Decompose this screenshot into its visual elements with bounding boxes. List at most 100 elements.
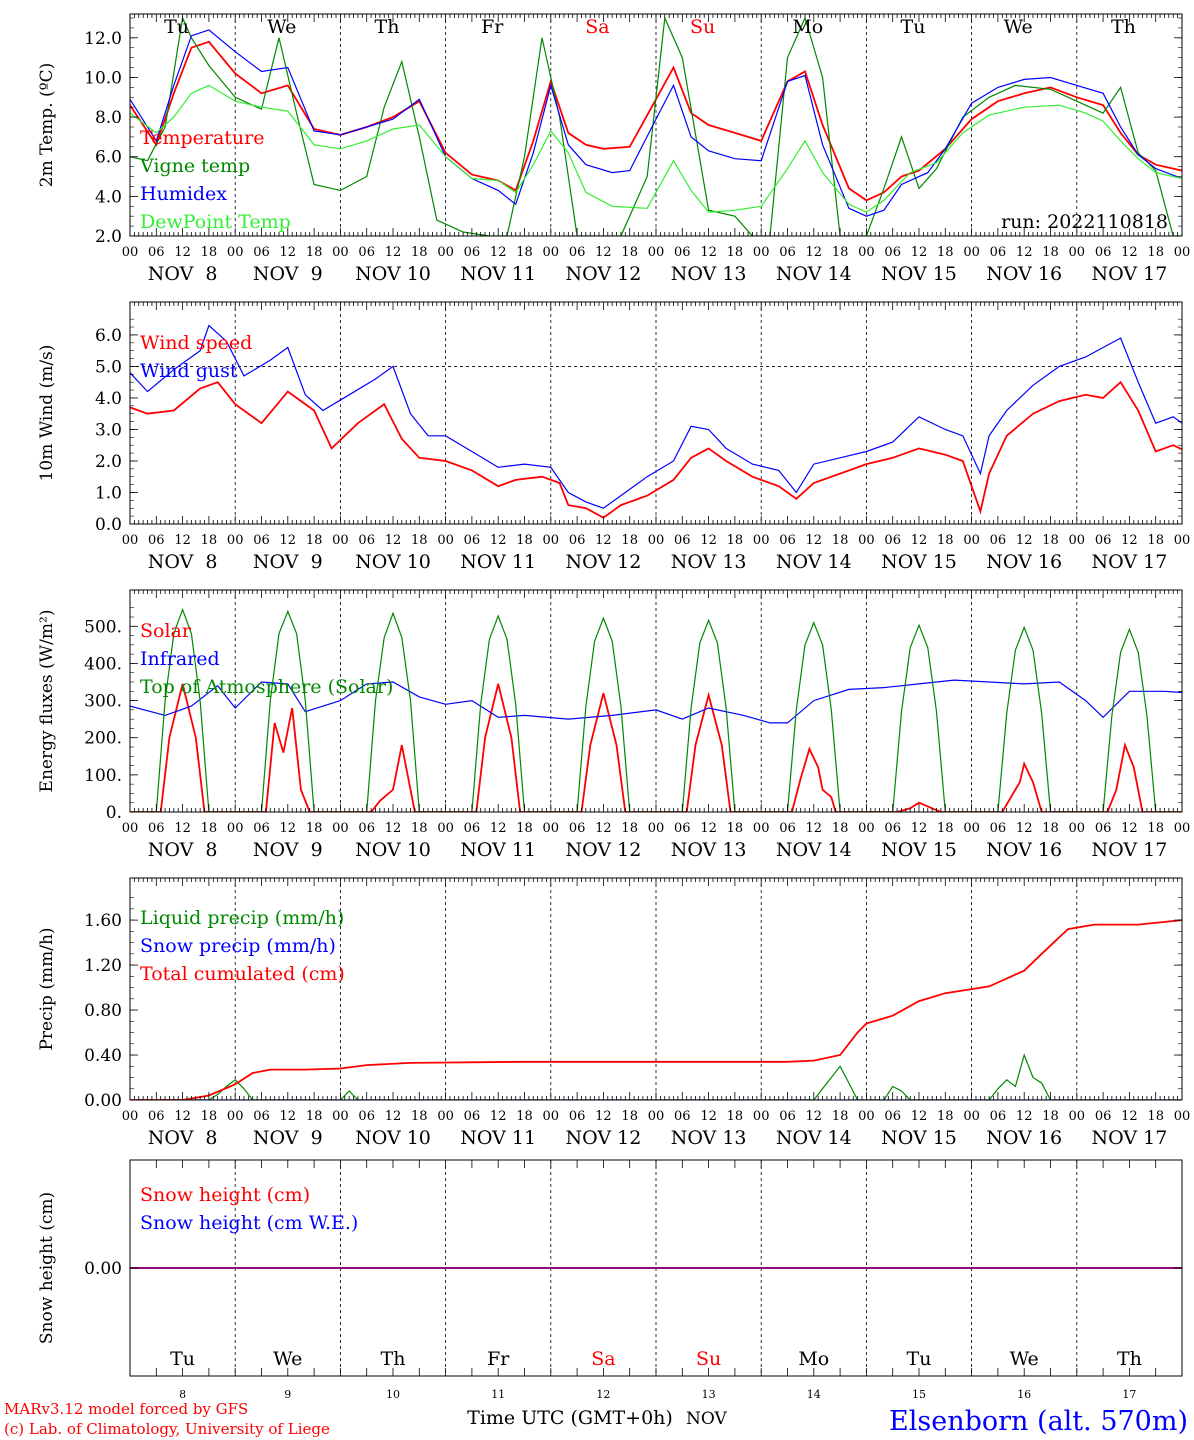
x-hour-label: 00 (437, 1109, 454, 1124)
weekday-label: Fr (487, 1348, 510, 1370)
weekday-label: Mo (792, 16, 823, 38)
x-hour-label: 06 (358, 533, 375, 548)
y-tick-label: 5.0 (95, 357, 122, 377)
x-hour-label: 00 (122, 821, 139, 836)
y-axis-label: Precip (mm/h) (37, 927, 57, 1050)
weekday-label: We (273, 1348, 302, 1370)
series-line-wind-gust (130, 324, 1182, 509)
x-day-label: NOV 15 (881, 263, 957, 285)
y-tick-label: 100. (84, 766, 122, 786)
x-hour-label: 18 (516, 821, 533, 836)
x-hour-label: 00 (1069, 1109, 1086, 1124)
y-tick-label: 200. (84, 729, 122, 749)
x-day-label: NOV 10 (355, 263, 431, 285)
x-hour-label: 06 (148, 533, 165, 548)
lab-credit: (c) Lab. of Climatology, University of L… (4, 1420, 330, 1438)
x-hour-label: 00 (753, 245, 770, 260)
x-hour-label: 18 (411, 1109, 428, 1124)
x-hour-label: 00 (963, 1109, 980, 1124)
legend-entry: Snow height (cm W.E.) (140, 1212, 358, 1234)
x-hour-label: 18 (306, 821, 323, 836)
x-hour-label: 06 (569, 821, 586, 836)
weekday-label: Fr (481, 16, 504, 38)
x-hour-label: 12 (174, 1109, 191, 1124)
x-hour-label: 06 (464, 1109, 481, 1124)
x-hour-label: 06 (1095, 821, 1112, 836)
x-hour-label: 06 (464, 533, 481, 548)
x-hour-label: 18 (516, 1109, 533, 1124)
x-day-label: NOV 15 (881, 551, 957, 573)
x-day-label: NOV 14 (776, 1127, 852, 1149)
x-day-label: NOV 12 (565, 263, 641, 285)
legend-entry: Wind speed (140, 332, 252, 354)
x-day-label: NOV 13 (671, 839, 747, 861)
weekday-label: Su (690, 16, 715, 38)
x-hour-label: 18 (621, 1109, 638, 1124)
x-hour-label: 06 (148, 821, 165, 836)
y-tick-label: 2.0 (95, 227, 122, 247)
x-hour-label: 00 (543, 533, 560, 548)
x-hour-label: 06 (779, 245, 796, 260)
text-layer: 2.0 4.0 6.0 8.0 10.0 12.0 2m Temp. (ºC) Tempera… (4, 16, 1190, 1438)
series-line-dewpoint-temp (130, 84, 1182, 213)
x-hour-label: 18 (306, 245, 323, 260)
x-day-label: NOV 11 (460, 551, 536, 573)
y-tick-label: 6.0 (95, 326, 122, 346)
legend-entry: Total cumulated (cm) (140, 963, 345, 985)
x-hour-label: 18 (727, 821, 744, 836)
x-hour-label: 12 (490, 245, 507, 260)
x-hour-label: 18 (1042, 533, 1059, 548)
x-hour-label: 00 (963, 821, 980, 836)
x-day-label: NOV 17 (1091, 551, 1167, 573)
legend-entry: Humidex (140, 183, 227, 205)
x-hour-label: 12 (911, 821, 928, 836)
x-hour-label: 00 (122, 533, 139, 548)
x-hour-label: 06 (148, 245, 165, 260)
x-hour-label: 06 (358, 1109, 375, 1124)
x-hour-label: 12 (1016, 533, 1033, 548)
x-hour-label: 00 (332, 533, 349, 548)
panel-3 (129, 589, 1183, 813)
x-hour-label: 18 (1042, 245, 1059, 260)
x-hour-label: 06 (884, 533, 901, 548)
x-hour-label: 18 (937, 1109, 954, 1124)
weekday-label: Mo (798, 1348, 829, 1370)
x-hour-label: 18 (411, 533, 428, 548)
x-hour-label: 00 (858, 1109, 875, 1124)
legend-entry: Snow height (cm) (140, 1184, 310, 1206)
x-hour-label: 12 (385, 1109, 402, 1124)
x-day-label: NOV 13 (671, 1127, 747, 1149)
x-day-label: NOV 10 (355, 1127, 431, 1149)
y-tick-label: 400. (84, 654, 122, 674)
series-line-solar (130, 683, 1182, 812)
weekday-label: Th (381, 1348, 406, 1370)
x-hour-label: 00 (753, 821, 770, 836)
x-day-label: NOV 16 (986, 839, 1062, 861)
x-hour-label: 12 (1016, 245, 1033, 260)
x-hour-label: 00 (227, 245, 244, 260)
panel-4 (129, 877, 1183, 1101)
x-hour-label: 00 (332, 821, 349, 836)
y-tick-label: 1.60 (84, 911, 122, 931)
panel-1 (129, 13, 1183, 237)
x-hour-label: 00 (543, 1109, 560, 1124)
series-line-humidex (130, 29, 1182, 217)
x-hour-label: 18 (201, 1109, 218, 1124)
x-day-label: NOV 8 (148, 839, 218, 861)
series-line-top-of-atmosphere-solar (130, 607, 1182, 812)
x-hour-label: 12 (174, 245, 191, 260)
x-day-label: NOV 13 (671, 263, 747, 285)
x-hour-label: 18 (937, 533, 954, 548)
y-tick-label: 4.0 (95, 187, 122, 207)
x-hour-label: 18 (937, 245, 954, 260)
x-hour-label: 06 (884, 245, 901, 260)
x-hour-label: 12 (174, 821, 191, 836)
x-hour-label: 06 (779, 533, 796, 548)
x-day-label: NOV 12 (565, 1127, 641, 1149)
x-hour-label: 18 (201, 533, 218, 548)
y-axis-label: 2m Temp. (ºC) (37, 63, 57, 188)
x-day-label: NOV 17 (1091, 263, 1167, 285)
x-day-label: NOV 16 (986, 263, 1062, 285)
x-hour-label: 12 (1121, 821, 1138, 836)
x-hour-label: 00 (227, 533, 244, 548)
